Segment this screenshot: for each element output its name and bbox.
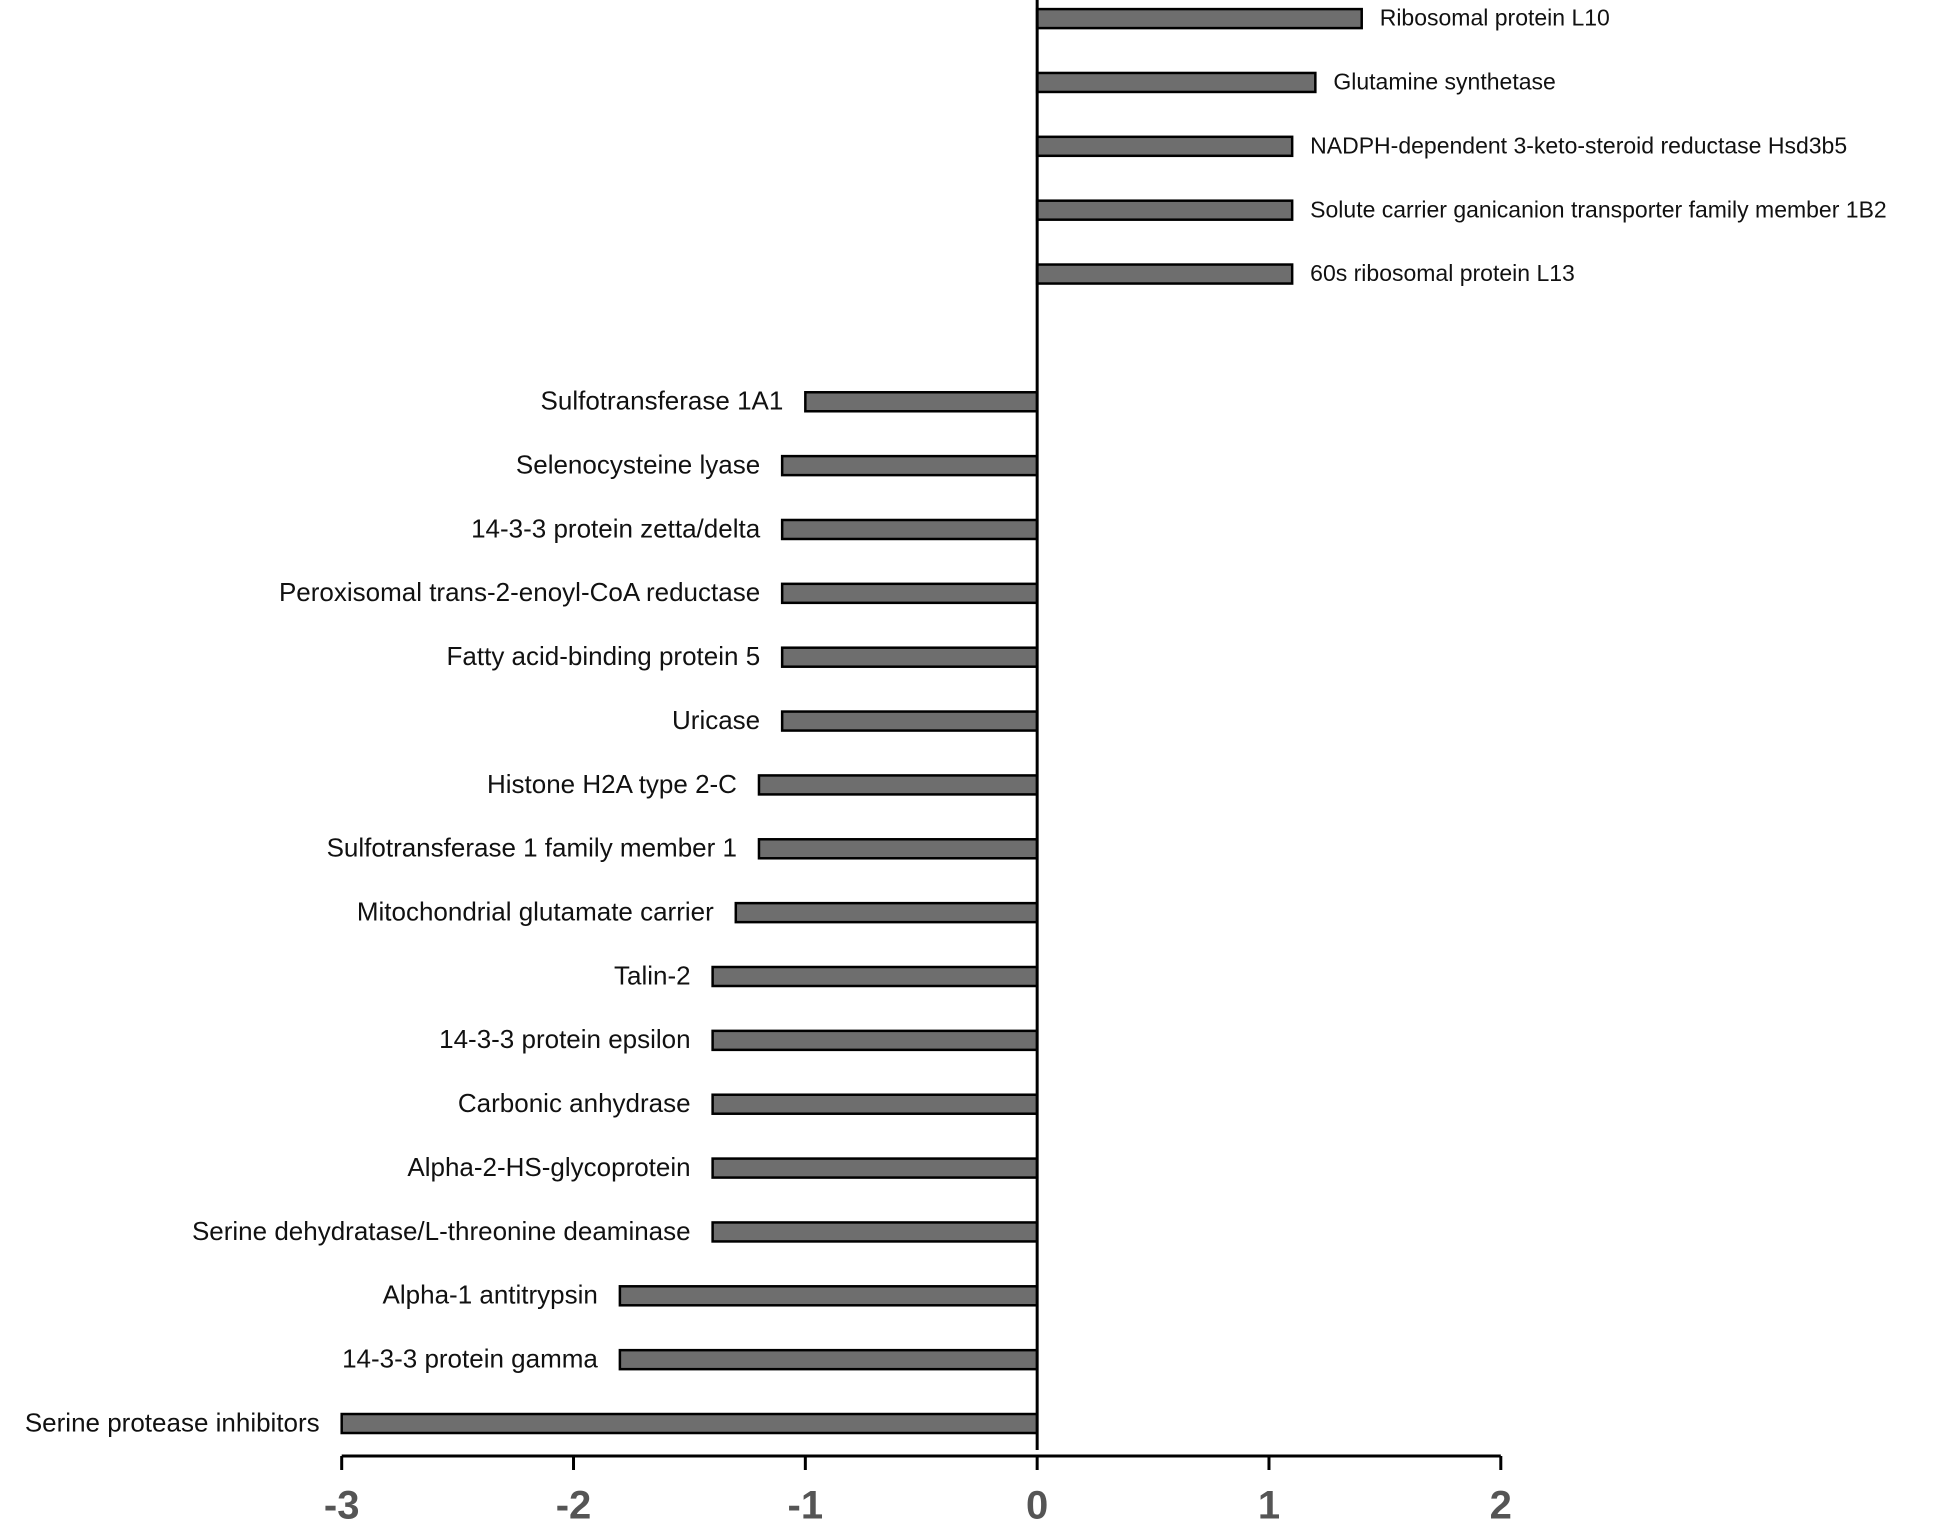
category-label: Glutamine synthetase [1333, 69, 1555, 95]
category-label: Sulfotransferase 1 family member 1 [327, 833, 737, 863]
bar [804, 391, 1039, 413]
category-label: Fatty acid-binding protein 5 [447, 641, 761, 671]
category-label: Histone H2A type 2-C [487, 769, 737, 799]
category-label: Solute carrier ganicanion transporter fa… [1310, 196, 1887, 222]
bar [340, 1412, 1039, 1435]
bar [1035, 135, 1294, 158]
bar [780, 454, 1039, 477]
bar [618, 1285, 1039, 1307]
bar [1035, 263, 1294, 285]
category-label: 14-3-3 protein zetta/delta [471, 513, 761, 543]
category-label: Alpha-2-HS-glycoprotein [407, 1152, 690, 1182]
bar [711, 965, 1039, 988]
bar [618, 1348, 1039, 1371]
x-tick-label: -1 [788, 1484, 824, 1528]
bar [757, 774, 1039, 796]
category-label: Selenocysteine lyase [516, 449, 760, 479]
x-tick-label: 1 [1258, 1484, 1280, 1528]
category-label: NADPH-dependent 3-keto-steroid reductase… [1310, 132, 1847, 158]
bar [1035, 7, 1363, 30]
category-label: 14-3-3 protein epsilon [439, 1024, 691, 1054]
category-label: 60s ribosomal protein L13 [1310, 260, 1575, 286]
bar [780, 582, 1039, 605]
category-label: 14-3-3 protein gamma [342, 1344, 598, 1374]
bar [757, 838, 1039, 860]
bar [734, 901, 1039, 924]
bar [780, 710, 1039, 732]
category-label: Serine protease inhibitors [25, 1407, 320, 1437]
category-label: Ribosomal protein L10 [1380, 5, 1610, 31]
category-label: Uricase [672, 705, 760, 735]
bar [780, 646, 1039, 668]
bar [780, 518, 1039, 541]
category-label: Alpha-1 antitrypsin [383, 1280, 598, 1310]
bar [711, 1093, 1039, 1115]
category-label: Serine dehydratase/L-threonine deaminase [192, 1216, 691, 1246]
x-tick-label: 2 [1490, 1484, 1512, 1528]
category-label: Sulfotransferase 1A1 [541, 386, 784, 416]
x-tick-label: -2 [556, 1484, 592, 1528]
category-label: Talin-2 [614, 960, 691, 990]
category-label: Mitochondrial glutamate carrier [357, 897, 714, 927]
x-tick-label: -3 [324, 1484, 360, 1528]
category-label: Peroxisomal trans-2-enoyl-CoA reductase [279, 577, 760, 607]
bar [711, 1221, 1039, 1243]
bar [1035, 71, 1317, 94]
bar [1035, 199, 1294, 221]
bar [711, 1157, 1039, 1179]
x-tick-label: 0 [1026, 1484, 1048, 1528]
bar [711, 1029, 1039, 1052]
category-label: Carbonic anhydrase [458, 1088, 691, 1118]
